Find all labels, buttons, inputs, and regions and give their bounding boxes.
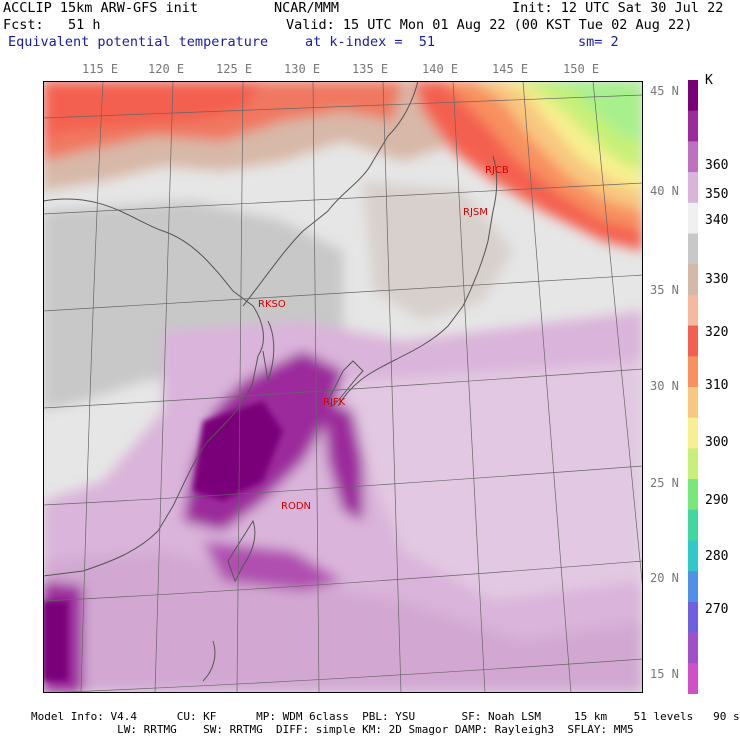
colorbar-swatch	[688, 356, 698, 388]
station-rodn: RODN	[281, 501, 311, 512]
lat-label-35: 35 N	[650, 283, 679, 297]
coastlines	[43, 81, 498, 682]
level-label: at k-index = 51	[305, 34, 436, 50]
colorbar-swatch	[688, 417, 698, 449]
colorbar-label-300: 300	[705, 435, 729, 450]
colorbar-swatch	[688, 601, 698, 634]
colorbar-swatch	[688, 448, 698, 480]
lat-label-45: 45 N	[650, 84, 679, 98]
station-rkso: RKSO	[258, 299, 286, 310]
colorbar-swatch	[688, 141, 698, 173]
lon-label-135: 135 E	[352, 62, 389, 76]
field-core	[43, 401, 283, 681]
colorbar-swatch	[688, 479, 698, 511]
colorbar-swatch	[688, 172, 698, 204]
field-name: Equivalent potential temperature	[8, 34, 269, 50]
colorbar-swatch	[688, 233, 698, 265]
colorbar-label-270: 270	[705, 602, 729, 617]
colorbar-swatch	[688, 387, 698, 419]
model-title: ACCLIP 15km ARW-GFS init	[3, 0, 199, 16]
colorbar-unit: K	[705, 73, 713, 88]
lat-label-30: 30 N	[650, 379, 679, 393]
colorbar-label-360: 360	[705, 158, 729, 173]
colorbar-swatch	[688, 294, 698, 327]
lat-label-40: 40 N	[650, 184, 679, 198]
lon-label-115: 115 E	[82, 62, 119, 76]
colorbar-swatch	[688, 663, 698, 694]
station-rjcb: RJCB	[485, 165, 509, 176]
station-rjfk: RJFK	[323, 397, 346, 408]
colorbar-swatch	[688, 80, 698, 112]
center-label: NCAR/MMM	[274, 0, 340, 16]
lon-label-140: 140 E	[422, 62, 459, 76]
lat-label-20: 20 N	[650, 571, 679, 585]
colorbar	[688, 80, 698, 694]
colorbar-swatch	[688, 509, 698, 541]
lon-label-120: 120 E	[148, 62, 185, 76]
footer-model-info: Model Info: V4.4 CU: KF MP: WDM 6class P…	[31, 710, 740, 723]
lon-label-125: 125 E	[216, 62, 253, 76]
lon-label-145: 145 E	[492, 62, 529, 76]
colorbar-label-340: 340	[705, 213, 729, 228]
valid-time: Valid: 15 UTC Mon 01 Aug 22 (00 KST Tue …	[286, 17, 693, 33]
footer-physics-info: LW: RRTMG SW: RRTMG DIFF: simple KM: 2D …	[31, 723, 634, 736]
colorbar-label-280: 280	[705, 549, 729, 564]
lon-label-130: 130 E	[284, 62, 321, 76]
map-frame	[43, 81, 643, 693]
colorbar-label-350: 350	[705, 187, 729, 202]
colorbar-label-290: 290	[705, 493, 729, 508]
theta-e-map: RJCB RJSM RKSO RJFK RODN	[43, 81, 643, 693]
colorbar-label-330: 330	[705, 272, 729, 287]
colorbar-swatch	[688, 632, 698, 664]
colorbar-swatch	[688, 540, 698, 572]
colorbar-swatch	[688, 571, 698, 603]
colorbar-label-310: 310	[705, 378, 729, 393]
lon-label-150: 150 E	[563, 62, 600, 76]
forecast-hour: Fcst: 51 h	[3, 17, 101, 33]
colorbar-label-320: 320	[705, 325, 729, 340]
lat-label-15: 15 N	[650, 667, 679, 681]
smoothing-label: sm= 2	[578, 34, 619, 50]
init-time: Init: 12 UTC Sat 30 Jul 22	[512, 0, 724, 16]
colorbar-swatch	[688, 264, 698, 296]
lat-label-25: 25 N	[650, 476, 679, 490]
colorbar-swatch	[688, 202, 698, 234]
field-shading	[43, 81, 643, 693]
colorbar-swatch	[688, 110, 698, 142]
colorbar-swatch	[688, 325, 698, 357]
station-rjsm: RJSM	[463, 207, 488, 218]
